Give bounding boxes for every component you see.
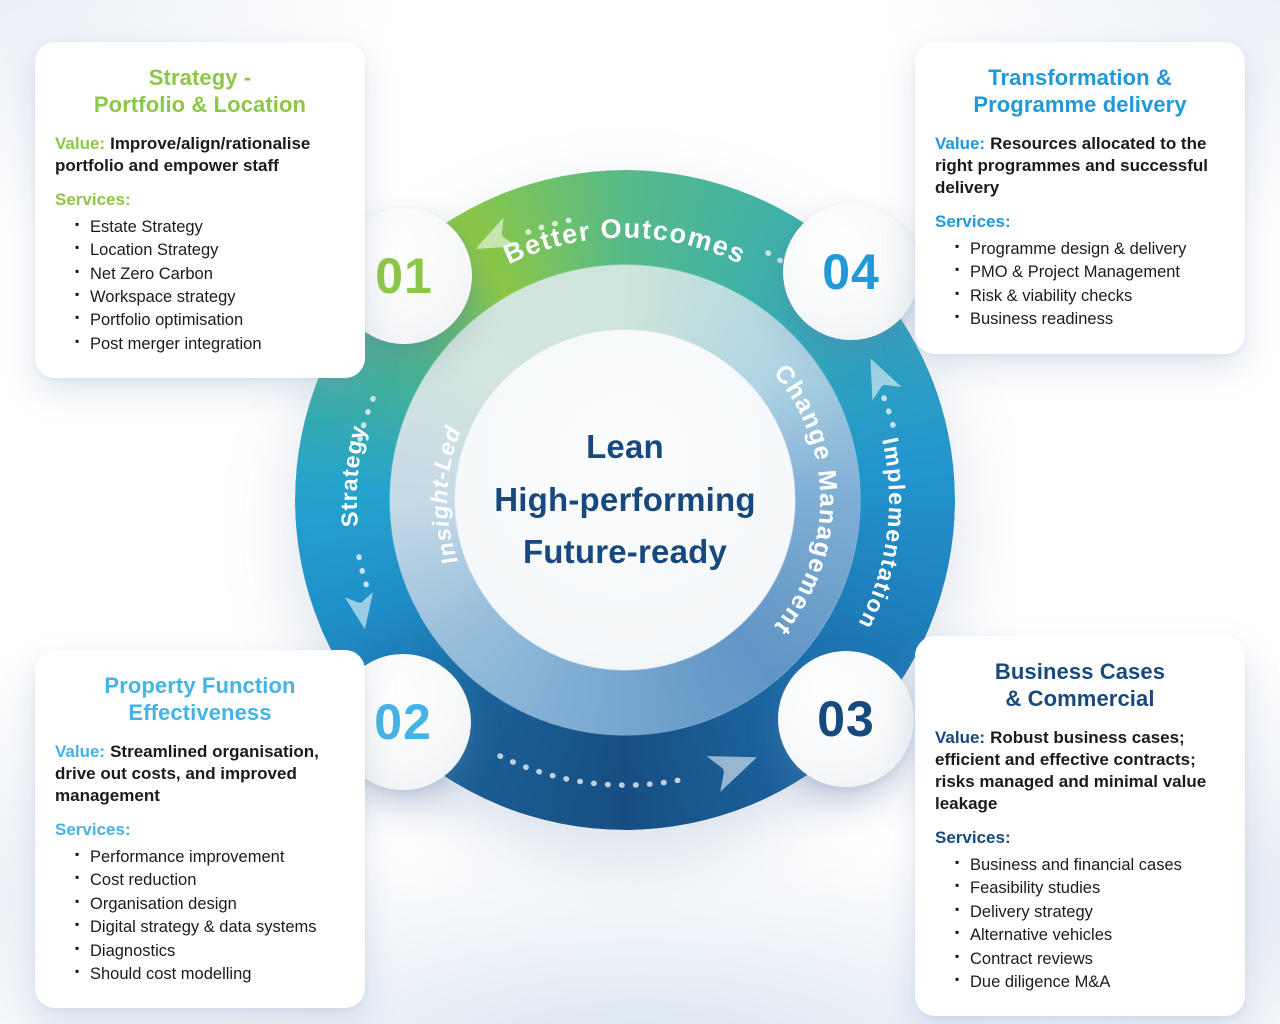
value-line: Value: Robust business cases; efficient a… [935,727,1225,815]
service-item: Organisation design [75,893,345,916]
value-label: Value: [55,133,106,153]
services-list: Business and financial casesFeasibility … [935,854,1225,995]
value-label: Value: [55,741,106,761]
card-business-cases-commercial: Business Cases & Commercial Value: Robust… [915,636,1245,1017]
service-item: Digital strategy & data systems [75,916,345,939]
ring-label-implementation: Implementation [853,435,910,634]
dotted-trail-left-lower [356,554,372,596]
service-item: Cost reduction [75,869,345,892]
service-item: Location Strategy [75,239,345,262]
ring-label-insight-led: Insight-Led [426,422,466,568]
service-item: Workspace strategy [75,286,345,309]
service-item: Programme design & delivery [955,238,1225,261]
value-text: Streamlined organisation, drive out cost… [55,741,319,805]
service-item: Portfolio optimisation [75,309,345,332]
services-list: Performance improvementCost reductionOrg… [55,846,345,987]
service-item: Due diligence M&A [955,971,1225,994]
services-list: Programme design & deliveryPMO & Project… [935,238,1225,332]
service-item: Post merger integration [75,333,345,356]
service-item: PMO & Project Management [955,261,1225,284]
service-item: Contract reviews [955,948,1225,971]
services-label: Services: [55,819,131,839]
service-item: Feasibility studies [955,877,1225,900]
dotted-trail-top-left [525,216,579,235]
service-item: Alternative vehicles [955,924,1225,947]
card-strategy-portfolio-location: Strategy - Portfolio & Location Value: Im… [35,42,365,379]
service-item: Should cost modelling [75,963,345,986]
card-property-function-effectiveness: Property Function Effectiveness Value: St… [35,650,365,1009]
services-list: Estate StrategyLocation StrategyNet Zero… [55,216,345,357]
card-title: Transformation & Programme delivery [973,65,1187,118]
step-circle-04: 04 [783,204,919,340]
service-item: Net Zero Carbon [75,263,345,286]
service-item: Business readiness [955,308,1225,331]
flow-arrow-top-icon [475,217,518,249]
center-headline: Lean High-performing Future-ready [494,427,756,571]
dotted-trail-right [881,395,898,436]
flow-arrow-bottom-icon [706,756,758,792]
value-line: Value: Improve/align/rationalise portfoli… [55,133,345,177]
step-number: 01 [375,248,433,304]
step-number: 02 [374,694,432,750]
service-item: Estate Strategy [75,216,345,239]
service-item: Delivery strategy [955,901,1225,924]
value-label: Value: [935,727,986,747]
flow-arrow-left-icon [344,592,373,630]
dotted-trail-bottom [497,753,692,788]
step-circle-03: 03 [778,651,914,787]
ring-label-strategy: Strategy [336,422,372,528]
value-text: Improve/align/rationalise portfolio and … [55,133,311,175]
service-item: Performance improvement [75,846,345,869]
service-item: Business and financial cases [955,854,1225,877]
services-label: Services: [935,211,1011,231]
step-number: 04 [822,244,880,300]
services-label: Services: [55,189,131,209]
value-text: Robust business cases; efficient and eff… [935,727,1207,813]
service-item: Risk & viability checks [955,285,1225,308]
card-title: Property Function Effectiveness [104,673,296,726]
value-label: Value: [935,133,986,153]
dotted-trail-left-upper [357,391,378,442]
card-transformation-programme-delivery: Transformation & Programme delivery Valu… [915,42,1245,354]
value-line: Value: Resources allocated to the right p… [935,133,1225,199]
value-line: Value: Streamlined organisation, drive ou… [55,741,345,807]
card-title: Business Cases & Commercial [994,659,1166,712]
value-text: Resources allocated to the right program… [935,133,1209,197]
center-circle: Lean High-performing Future-ready [455,330,795,670]
service-item: Diagnostics [75,940,345,963]
ring-label-change-management: Change Management [768,359,842,641]
card-title: Strategy - Portfolio & Location [93,65,307,118]
flow-arrow-right-icon [870,358,902,401]
step-number: 03 [817,691,875,747]
ring-label-better-outcomes: Better Outcomes [499,213,751,270]
services-label: Services: [935,827,1011,847]
